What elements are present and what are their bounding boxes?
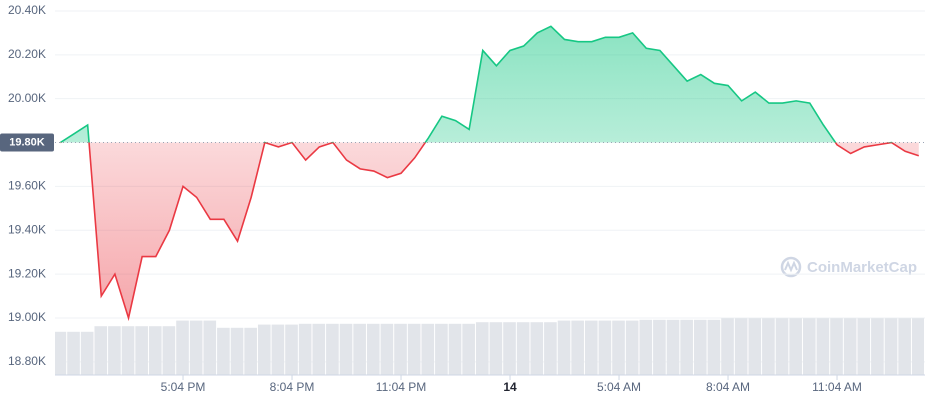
volume-bar (571, 320, 584, 375)
volume-bar (503, 322, 516, 375)
volume-bar (326, 323, 339, 375)
volume-bar (162, 326, 176, 375)
volume-bar (557, 320, 571, 375)
x-tick-label: 8:04 PM (270, 380, 315, 394)
volume-bar (421, 323, 435, 375)
volume-bar (612, 320, 625, 375)
volume-bar (257, 324, 271, 375)
volume-bar (775, 318, 789, 375)
volume-bar (666, 319, 680, 375)
x-tick-label: 8:04 AM (706, 380, 750, 394)
volume-bar (871, 318, 884, 375)
volume-bar (789, 318, 802, 375)
y-tick-label: 20.40K (8, 3, 46, 17)
volume-bar (285, 324, 298, 375)
volume-bar (121, 326, 135, 375)
y-tick-label: 18.80K (8, 354, 46, 368)
baseline-label-box (0, 133, 54, 152)
volume-bar (448, 323, 462, 375)
volume-bar (80, 331, 94, 375)
x-tick-label: 5:04 AM (597, 380, 641, 394)
volume-bar (530, 322, 544, 375)
volume-bar (435, 323, 448, 375)
volume-bar (366, 323, 380, 375)
volume-bar (217, 327, 230, 375)
volume-bar (148, 326, 162, 375)
volume-bar (857, 318, 871, 375)
volume-bar (911, 318, 924, 375)
volume-bar (734, 318, 748, 375)
volume-bar (55, 331, 67, 375)
area-up (60, 26, 836, 143)
y-tick-label: 19.40K (8, 222, 46, 236)
volume-bar (598, 320, 612, 375)
watermark: CoinMarketCap (780, 256, 917, 278)
volume-bar (312, 323, 326, 375)
volume-bar (830, 318, 843, 375)
volume-bar (244, 327, 257, 375)
volume-bar (271, 324, 285, 375)
volume-bar (339, 323, 353, 375)
price-line-up (59, 25, 894, 143)
x-tick-label: 5:04 PM (161, 380, 206, 394)
volume-bar (462, 323, 475, 375)
volume-bar (489, 322, 503, 375)
x-tick-label: 14 (503, 380, 517, 394)
volume-bar (135, 326, 148, 375)
volume-bar (394, 323, 407, 375)
volume-bar (898, 318, 911, 375)
volume-bar (407, 323, 421, 375)
price-line-down (60, 142, 920, 322)
volume-bar (176, 320, 189, 375)
volume-bar (67, 331, 80, 375)
volume-bar (516, 322, 530, 375)
watermark-text: CoinMarketCap (807, 259, 917, 276)
volume-bar (298, 323, 312, 375)
volume-bar (721, 318, 734, 375)
volume-bar (653, 319, 666, 375)
volume-bar (584, 320, 598, 375)
y-tick-label: 19.20K (8, 266, 46, 280)
volume-bar (108, 326, 121, 375)
volume-bar (748, 318, 762, 375)
volume-bar (639, 319, 653, 375)
volume-bar (762, 318, 775, 375)
y-tick-label: 20.00K (8, 91, 46, 105)
x-tick-label: 11:04 AM (812, 380, 862, 394)
volume-bar (189, 320, 203, 375)
volume-bar (693, 319, 707, 375)
volume-bar (884, 318, 898, 375)
volume-bar (353, 323, 366, 375)
baseline-label: 19.80K (9, 136, 45, 148)
volume-bar (802, 318, 816, 375)
volume-bar (843, 318, 857, 375)
volume-bar (380, 323, 394, 375)
volume-bar (680, 319, 693, 375)
volume-bar (707, 319, 721, 375)
volume-bar (475, 322, 489, 375)
area-down (60, 142, 919, 318)
volume-bar (230, 327, 244, 375)
y-tick-label: 20.20K (8, 47, 46, 61)
x-tick-label: 11:04 PM (376, 380, 426, 394)
volume-bar (544, 322, 557, 375)
volume-bar (816, 318, 830, 375)
y-tick-label: 19.00K (8, 310, 46, 324)
volume-bar (94, 326, 108, 375)
y-tick-label: 19.60K (8, 179, 46, 193)
volume-bar (203, 320, 217, 375)
volume-bar (625, 320, 639, 375)
